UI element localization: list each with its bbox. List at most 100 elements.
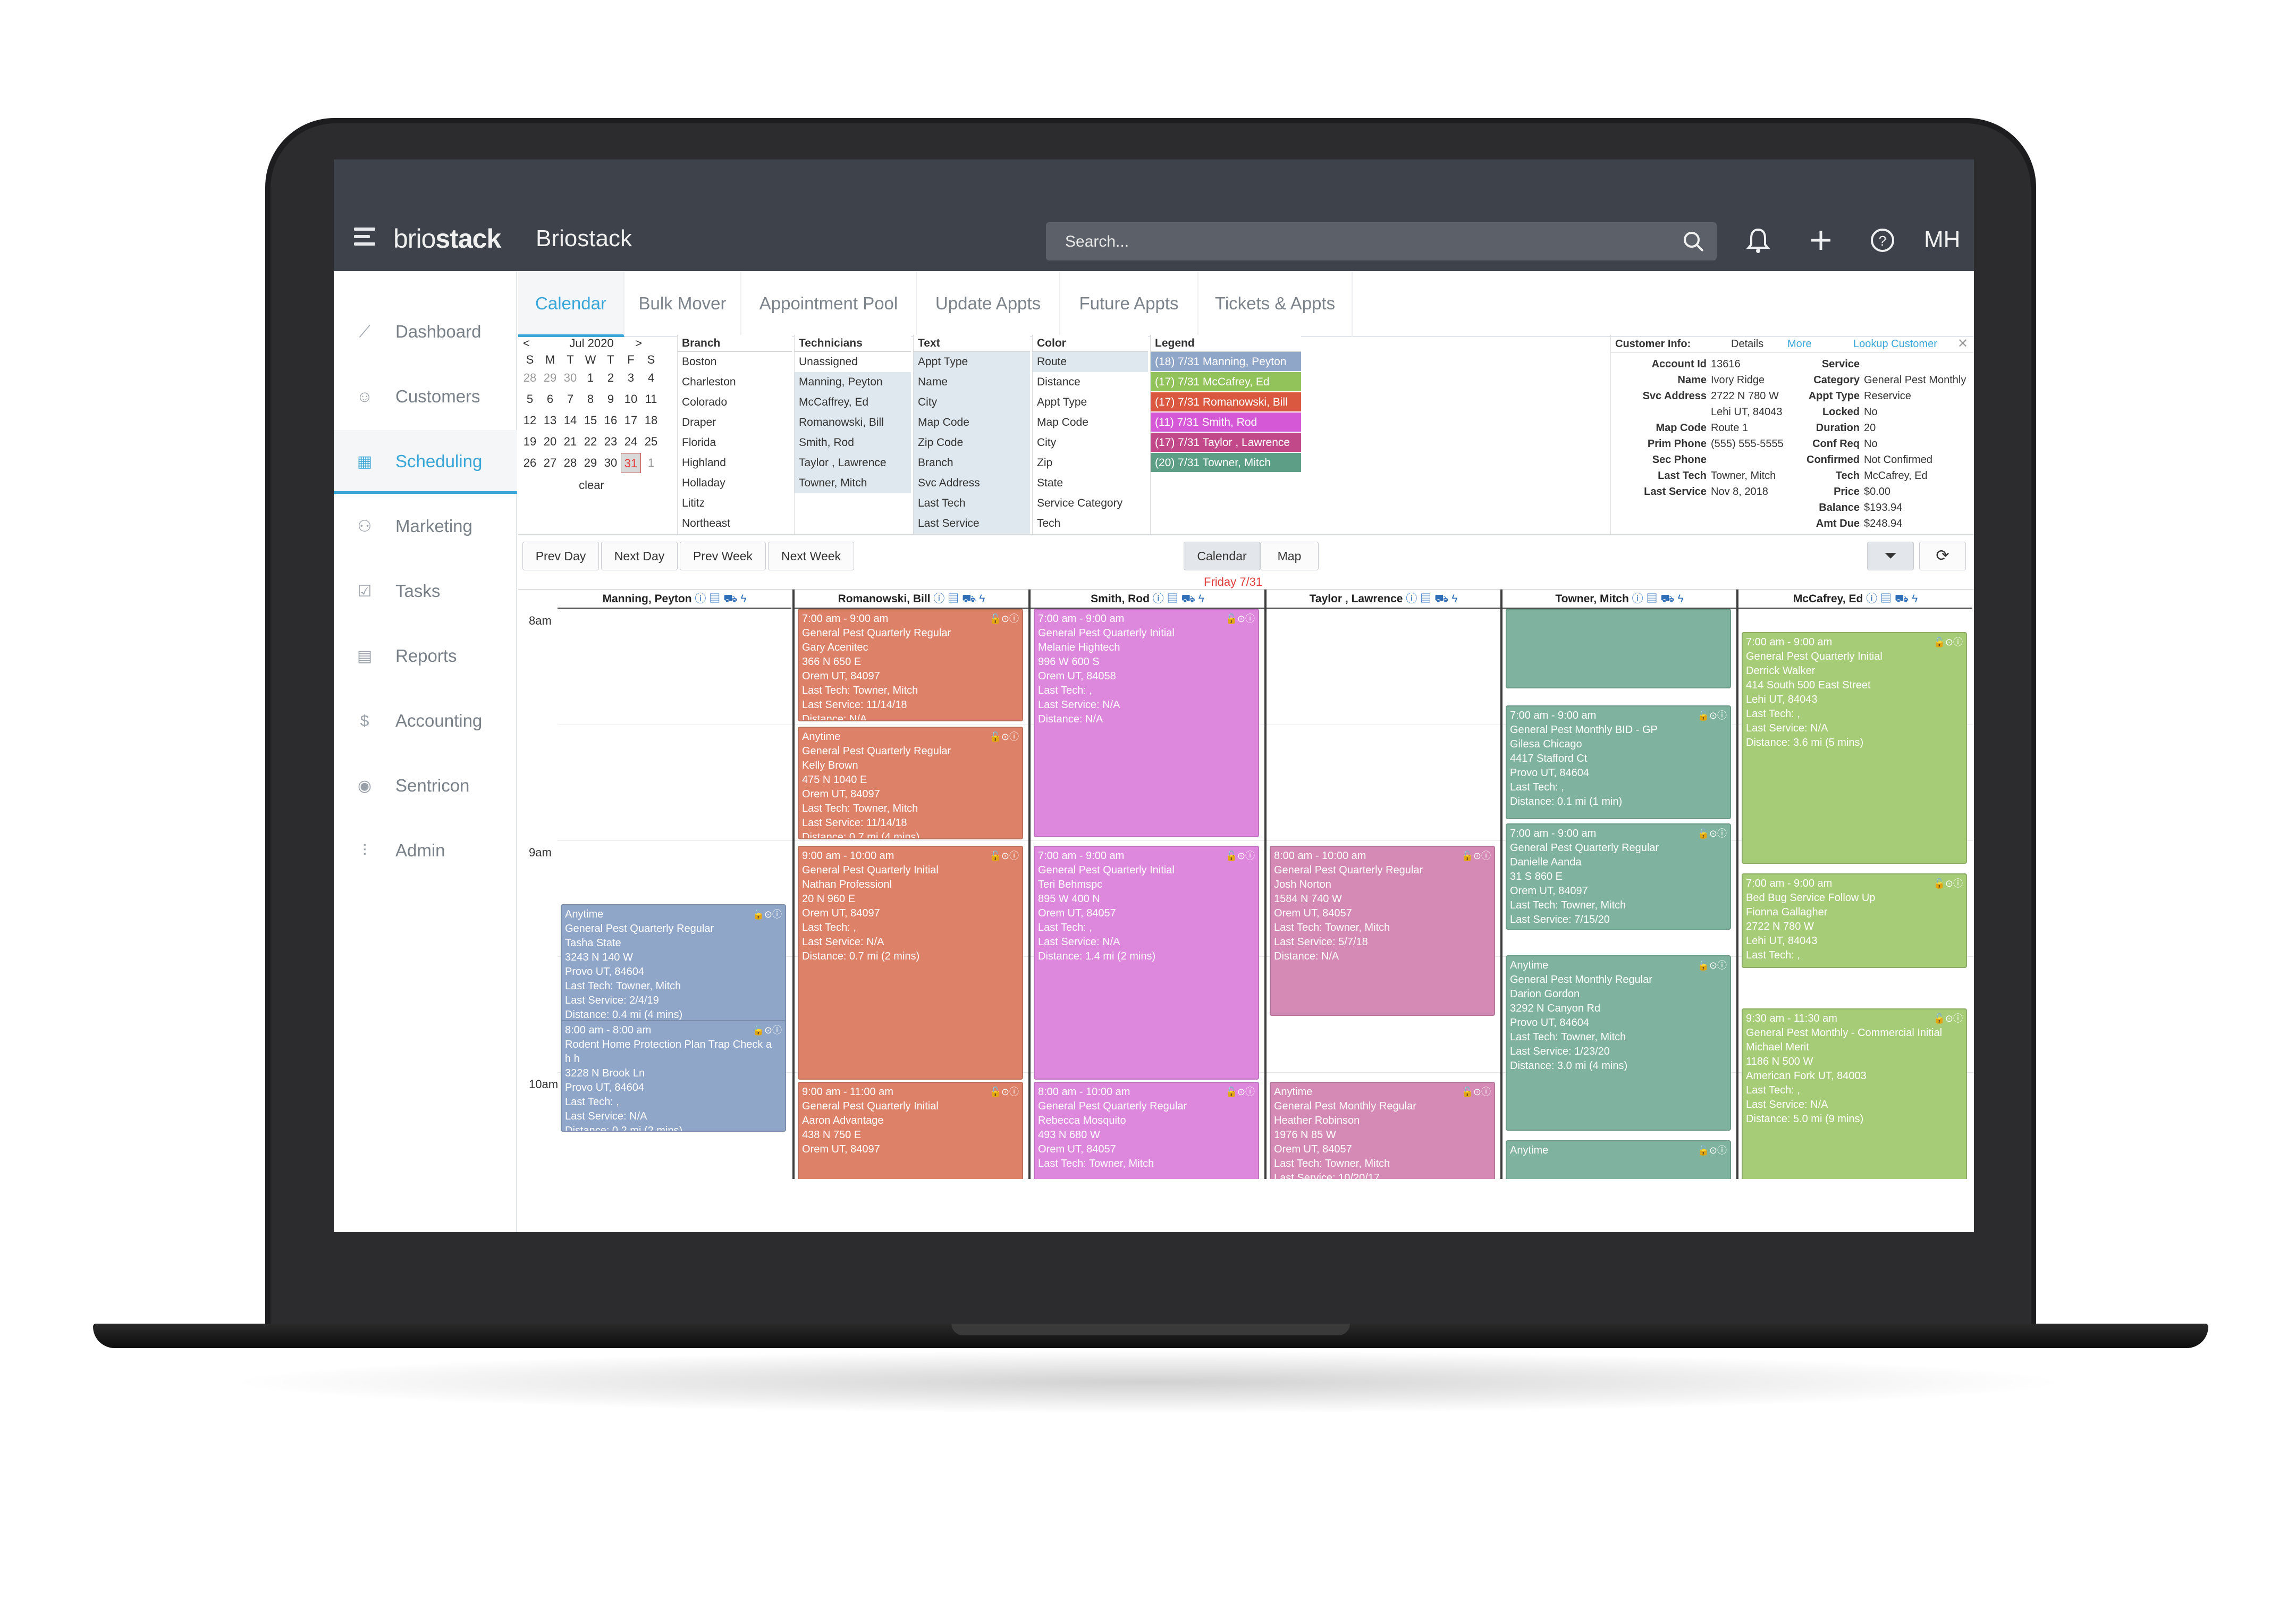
filter-option[interactable]: Smith, Rod xyxy=(795,433,911,453)
user-avatar[interactable]: MH xyxy=(1924,226,1961,253)
filter-option[interactable]: Last Tech xyxy=(914,493,1030,514)
calendar-day[interactable]: 26 xyxy=(523,456,537,469)
calendar-day[interactable]: 7 xyxy=(567,392,574,406)
filter-option[interactable]: Distance xyxy=(1037,376,1081,388)
sidebar-item-sentricon[interactable]: ◉ Sentricon xyxy=(334,754,517,818)
sidebar-item-customers[interactable]: ☺ Customers xyxy=(334,365,517,429)
tech-column-header[interactable]: Towner, Mitch ⓘ ▤ ⛟ ϟ xyxy=(1502,590,1736,609)
legend-item[interactable]: (11) 7/31 Smith, Rod xyxy=(1151,413,1301,433)
tab-lookup-customer[interactable]: Lookup Customer xyxy=(1853,338,1937,350)
calendar-day[interactable]: 30 xyxy=(604,456,618,469)
tech-action-icons[interactable]: ⓘ ▤ ⛟ ϟ xyxy=(1863,593,1918,605)
tech-column-header[interactable]: Smith, Rod ⓘ ▤ ⛟ ϟ xyxy=(1031,590,1264,609)
filter-option[interactable]: Manning, Peyton xyxy=(795,372,911,392)
filter-option[interactable]: Appt Type xyxy=(914,352,1030,372)
appointment-status-icons[interactable]: 🔓⊙ⓘ xyxy=(1225,613,1255,624)
calendar-day[interactable]: 28 xyxy=(523,371,537,384)
sidebar-item-marketing[interactable]: ⚇ Marketing xyxy=(334,495,517,559)
appointment-card[interactable]: 🔓⊙ⓘ 8:00 am - 10:00 am General Pest Quarte… xyxy=(1270,846,1495,1016)
calendar-day[interactable]: 15 xyxy=(584,414,597,427)
appointment-card[interactable]: 🔓⊙ⓘ 8:00 am - 10:00 am General Pest Quarte… xyxy=(1034,1082,1259,1179)
calendar-day[interactable]: 31 xyxy=(621,453,641,473)
tab-update-appts[interactable]: Update Appts xyxy=(917,271,1060,337)
filter-option[interactable]: Svc Address xyxy=(914,473,1030,493)
filter-option[interactable]: Name xyxy=(914,372,1030,392)
calendar-day[interactable]: 6 xyxy=(546,392,554,406)
search-input[interactable]: Search... xyxy=(1065,233,1129,250)
appointment-status-icons[interactable]: 🔓⊙ⓘ xyxy=(989,731,1019,742)
tech-column-header[interactable]: McCafrey, Ed ⓘ ▤ ⛟ ϟ xyxy=(1738,590,1972,609)
appointment-status-icons[interactable]: 🔓⊙ⓘ xyxy=(1933,878,1963,889)
appointment-card[interactable]: 🔓⊙ⓘ Anytime General Pest Monthly Regular Da… xyxy=(1506,955,1731,1131)
calendar-day[interactable]: 16 xyxy=(604,414,618,427)
tech-column-header[interactable]: Romanowski, Bill ⓘ ▤ ⛟ ϟ xyxy=(795,590,1028,609)
appointment-card[interactable]: 🔓⊙ⓘ 7:00 am - 9:00 am General Pest Quarter… xyxy=(798,609,1023,721)
appointment-card[interactable] xyxy=(1506,609,1731,688)
tech-action-icons[interactable]: ⓘ ▤ ⛟ ϟ xyxy=(1628,593,1684,605)
appointment-card[interactable]: 🔓⊙ⓘ 7:00 am - 9:00 am Bed Bug Service Foll… xyxy=(1742,873,1967,968)
filter-option[interactable]: Branch xyxy=(914,453,1030,473)
filter-option[interactable]: City xyxy=(1037,436,1057,449)
tab-bulk-mover[interactable]: Bulk Mover xyxy=(624,271,741,337)
appointment-card[interactable]: 🔓⊙ⓘ Anytime General Pest Monthly Regular He… xyxy=(1270,1082,1495,1179)
sidebar-item-scheduling[interactable]: ▦ Scheduling xyxy=(334,430,517,494)
tech-column-header[interactable]: Taylor , Lawrence ⓘ ▤ ⛟ ϟ xyxy=(1267,590,1500,609)
appointment-card[interactable]: 🔓⊙ⓘ 7:00 am - 9:00 am General Pest Quarter… xyxy=(1034,846,1259,1080)
filter-option[interactable]: McCaffrey, Ed xyxy=(795,392,911,413)
filter-option[interactable]: Colorado xyxy=(682,396,728,408)
tab-appointment-pool[interactable]: Appointment Pool xyxy=(741,271,917,337)
calendar-day[interactable]: 14 xyxy=(563,414,577,427)
map-view-button[interactable]: Map xyxy=(1260,542,1319,570)
calendar-day[interactable]: 20 xyxy=(543,435,557,448)
appointment-card[interactable]: 🔓⊙ⓘ 9:00 am - 10:00 am General Pest Quarte… xyxy=(798,846,1023,1080)
appointment-status-icons[interactable]: 🔓⊙ⓘ xyxy=(989,1087,1019,1097)
filter-icon[interactable]: ⏷ xyxy=(1867,542,1914,570)
appointment-card[interactable]: 🔓⊙ⓘ 9:00 am - 11:00 am General Pest Quarte… xyxy=(798,1082,1023,1179)
filter-option[interactable]: Tech xyxy=(1037,517,1061,529)
appointment-card[interactable]: 🔓⊙ⓘ 9:30 am - 11:30 am General Pest Monthl… xyxy=(1742,1008,1967,1179)
appointment-status-icons[interactable]: 🔓⊙ⓘ xyxy=(752,1025,782,1036)
appointment-status-icons[interactable]: 🔓⊙ⓘ xyxy=(1225,851,1255,861)
menu-icon[interactable] xyxy=(354,228,375,246)
clear-date-button[interactable]: clear xyxy=(579,478,604,492)
briostack-logo[interactable]: briostack xyxy=(393,223,501,254)
calendar-day[interactable]: 22 xyxy=(584,435,597,448)
filter-option[interactable]: Northeast xyxy=(682,517,731,529)
tab-tickets-appts[interactable]: Tickets & Appts xyxy=(1198,271,1353,337)
tab-future-appts[interactable]: Future Appts xyxy=(1060,271,1198,337)
filter-option[interactable]: Highland xyxy=(682,457,726,469)
appointment-status-icons[interactable]: 🔓⊙ⓘ xyxy=(752,909,782,920)
filter-option[interactable]: Route xyxy=(1033,352,1148,372)
plus-icon[interactable] xyxy=(1805,224,1837,256)
appointment-card[interactable]: 🔓⊙ⓘ 7:00 am - 9:00 am General Pest Quarter… xyxy=(1506,823,1731,930)
calendar-day[interactable]: 25 xyxy=(644,435,658,448)
search-box[interactable]: Search... xyxy=(1046,222,1717,260)
calendar-day[interactable]: 24 xyxy=(624,435,638,448)
appointment-card[interactable]: 🔓⊙ⓘ 7:00 am - 9:00 am General Pest Quarter… xyxy=(1034,609,1259,837)
calendar-day[interactable]: 1 xyxy=(647,456,655,469)
sidebar-item-admin[interactable]: ⫶ Admin xyxy=(334,819,517,883)
calendar-day[interactable]: 21 xyxy=(563,435,577,448)
filter-option[interactable]: Zip xyxy=(1037,457,1053,469)
calendar-day[interactable]: 30 xyxy=(563,371,577,384)
calendar-day[interactable]: 10 xyxy=(624,392,638,406)
sidebar-item-reports[interactable]: ▤ Reports xyxy=(334,625,517,688)
calendar-day[interactable]: 5 xyxy=(526,392,534,406)
calendar-day[interactable]: 29 xyxy=(543,371,557,384)
legend-item[interactable]: (17) 7/31 Romanowski, Bill xyxy=(1151,392,1301,413)
calendar-day[interactable]: 19 xyxy=(523,435,537,448)
calendar-day[interactable]: 9 xyxy=(607,392,614,406)
appointment-status-icons[interactable]: 🔓⊙ⓘ xyxy=(989,613,1019,624)
filter-option[interactable]: Charleston xyxy=(682,376,736,388)
appointment-status-icons[interactable]: 🔓⊙ⓘ xyxy=(1933,637,1963,647)
help-icon[interactable]: ? xyxy=(1867,224,1898,256)
appointment-status-icons[interactable]: 🔓⊙ⓘ xyxy=(1225,1087,1255,1097)
filter-option[interactable]: Draper xyxy=(682,416,716,428)
filter-option[interactable]: Unassigned xyxy=(799,356,858,368)
prev-month-button[interactable]: < xyxy=(523,336,530,350)
appointment-status-icons[interactable]: 🔓⊙ⓘ xyxy=(1461,851,1491,861)
tab-details[interactable]: Details xyxy=(1731,338,1764,350)
calendar-day[interactable]: 27 xyxy=(543,456,557,469)
appointment-card[interactable]: 🔓⊙ⓘ 7:00 am - 9:00 am General Pest Monthly… xyxy=(1506,705,1731,819)
appointment-card[interactable]: 🔓⊙ⓘ 8:00 am - 8:00 am Rodent Home Protecti… xyxy=(561,1020,786,1132)
